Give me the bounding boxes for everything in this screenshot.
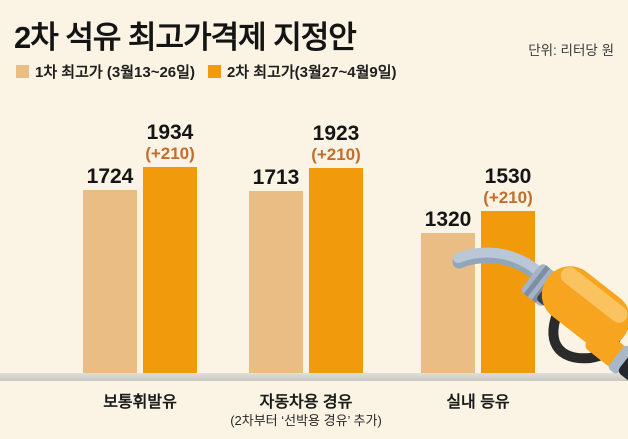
bar-delta-label: (+210) [145,144,195,163]
bar-delta-label: (+210) [311,145,361,164]
bar-value-label: 1713 [252,166,300,189]
nozzle-grip-end [585,328,628,383]
bar-delta-label: (+210) [483,188,533,207]
bar-first-price [249,191,303,375]
bar-value-label: 1934 [146,121,194,144]
axis-baseline [0,373,628,381]
bar-first-price [83,190,137,375]
nozzle-body [541,266,628,348]
legend-swatch-dark [207,65,221,78]
page-title: 2차 석유 최고가격제 지정안 [14,20,357,55]
category-label: 자동차용 경유 [259,394,353,411]
fuel-pump-nozzle-icon [452,247,628,383]
legend: 1차 최고가 (3월13~26일) 2차 최고가(3월27~4월9일) [16,61,397,82]
bar-value-label: 1320 [424,208,472,231]
bar-value-label: 1724 [86,165,134,188]
legend-swatch-light [16,65,29,78]
bar-second-price [309,168,363,375]
category-note: (2차부터 ‘선박용 경유’ 추가) [230,413,382,428]
bar-value-label: 1923 [312,122,360,145]
legend-item-first-period: 1차 최고가 (3월13~26일) [16,61,195,82]
category-label: 보통휘발유 [103,394,177,411]
bar-value-label: 1530 [484,165,532,188]
legend-label-first-period: 1차 최고가 (3월13~26일) [35,64,195,81]
legend-item-second-period: 2차 최고가(3월27~4월9일) [207,61,397,82]
category-label: 실내 등유 [446,394,510,411]
unit-label: 단위: 리터당 원 [528,43,614,58]
bar-second-price [143,167,197,375]
legend-label-second-period: 2차 최고가(3월27~4월9일) [226,64,397,81]
